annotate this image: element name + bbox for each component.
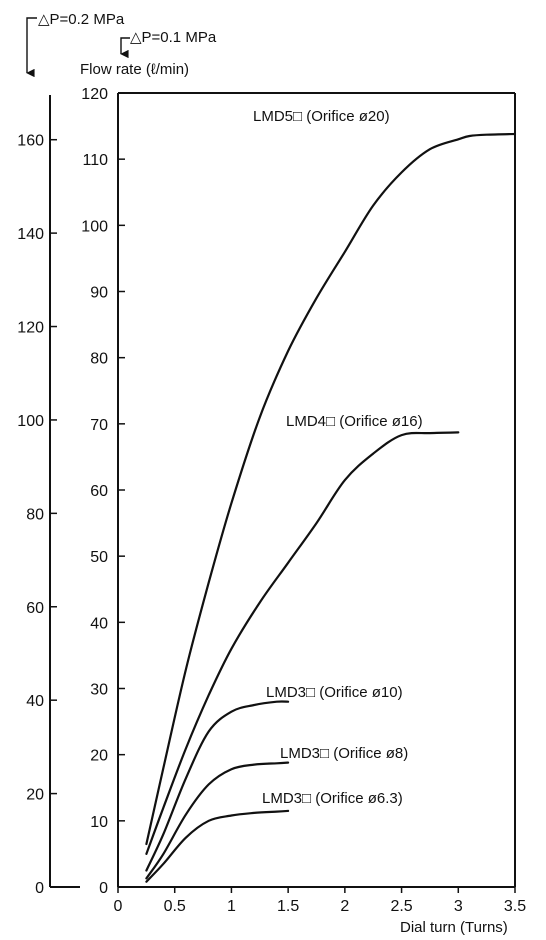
primary-pressure-arrow xyxy=(120,37,130,59)
x-tick-label: 2.5 xyxy=(390,898,412,915)
x-tick-label: 1.5 xyxy=(277,898,299,915)
secondary-y-axis xyxy=(49,95,80,888)
x-tick-label: 0 xyxy=(114,898,123,915)
series-label: LMD4□ (Orifice ø16) xyxy=(286,413,423,430)
y-tick-label: 90 xyxy=(90,285,108,302)
x-tick-label: 1 xyxy=(227,898,236,915)
y-tick-label: 100 xyxy=(81,218,108,235)
series-line xyxy=(145,431,460,855)
x-tick-label: 0.5 xyxy=(164,898,186,915)
y-axis-title: Flow rate (ℓ/min) xyxy=(80,61,189,78)
secondary-y-tick-label: 160 xyxy=(17,133,44,150)
series-label: LMD3□ (Orifice ø6.3) xyxy=(262,790,403,807)
primary-pressure-label: △P=0.1 MPa xyxy=(130,29,217,46)
secondary-y-tick-label: 40 xyxy=(26,693,44,710)
secondary-y-tick-label: 20 xyxy=(26,787,44,804)
pressure-indicators: △P=0.2 MPa △P=0.1 MPa xyxy=(26,11,217,78)
series-line xyxy=(145,132,517,846)
secondary-y-tick-label: 0 xyxy=(35,880,44,897)
y-tick-label: 0 xyxy=(99,880,108,897)
y-tick-label: 80 xyxy=(90,351,108,368)
secondary-y-tick-label: 100 xyxy=(17,413,44,430)
y-tick-label: 70 xyxy=(90,417,108,434)
secondary-y-tick-label: 120 xyxy=(17,320,44,337)
series-line xyxy=(145,809,290,883)
secondary-pressure-label: △P=0.2 MPa xyxy=(38,11,125,28)
series-label: LMD5□ (Orifice ø20) xyxy=(253,108,390,125)
y-tick-label: 30 xyxy=(90,682,108,699)
secondary-pressure-arrow xyxy=(26,17,37,78)
x-tick-label: 3.5 xyxy=(504,898,526,915)
series-line xyxy=(145,761,290,880)
secondary-y-tick-label: 80 xyxy=(26,506,44,523)
x-tick-label: 3 xyxy=(454,898,463,915)
x-axis-title: Dial turn (Turns) xyxy=(400,919,508,936)
y-tick-label: 120 xyxy=(81,86,108,103)
tick-group: 0 0.5 1 1.5 2 2.5 3 3.5 0 10 20 30 40 50 60 70 80 90 100 11… xyxy=(17,86,526,915)
x-tick-label: 2 xyxy=(340,898,349,915)
series-group xyxy=(145,132,517,883)
y-tick-label: 60 xyxy=(90,483,108,500)
secondary-y-tick-label: 140 xyxy=(17,226,44,243)
series-line xyxy=(145,700,290,872)
y-tick-label: 10 xyxy=(90,814,108,831)
y-tick-label: 110 xyxy=(82,152,108,169)
series-label: LMD3□ (Orifice ø8) xyxy=(280,745,408,762)
series-label: LMD3□ (Orifice ø10) xyxy=(266,684,403,701)
series-label-group: LMD5□ (Orifice ø20) LMD4□ (Orifice ø16) LM… xyxy=(253,108,423,807)
secondary-y-tick-label: 60 xyxy=(26,600,44,617)
y-tick-label: 50 xyxy=(90,549,108,566)
y-tick-label: 40 xyxy=(90,615,108,632)
y-tick-label: 20 xyxy=(90,748,108,765)
